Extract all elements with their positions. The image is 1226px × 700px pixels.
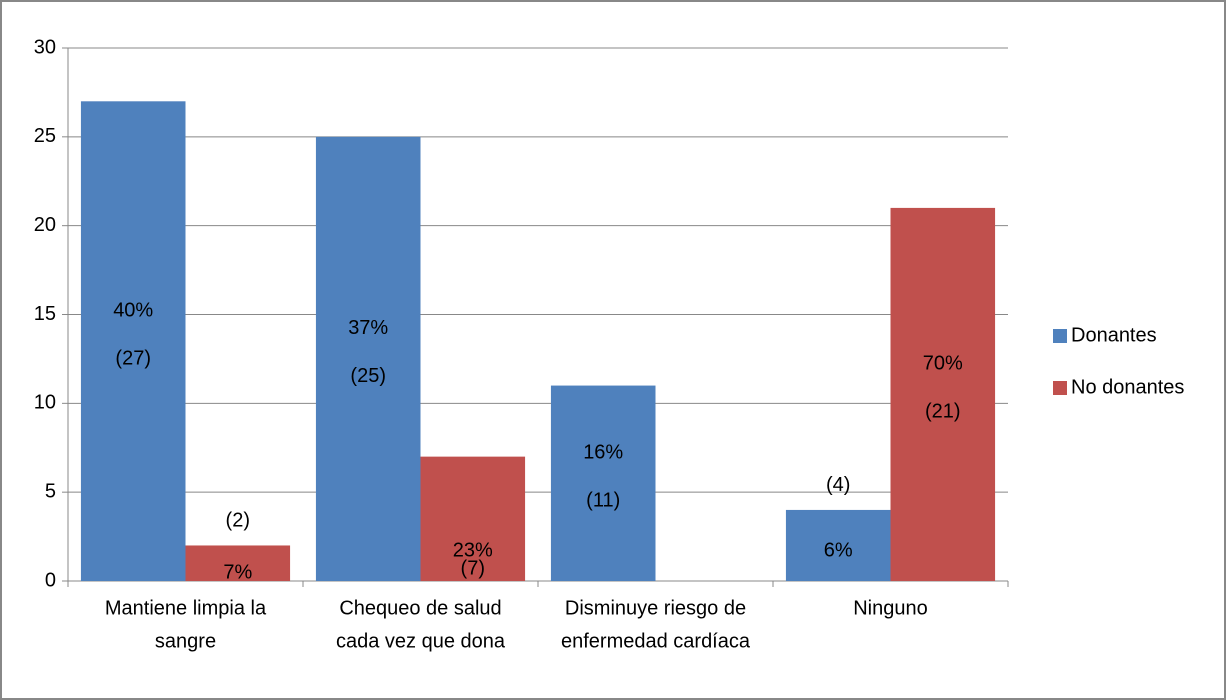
y-tick-label: 15 — [34, 303, 56, 325]
data-label-value: (4) — [826, 474, 850, 496]
bar — [80, 101, 186, 582]
bar — [890, 207, 996, 581]
data-label-percent: 6% — [824, 539, 853, 561]
legend-swatch — [1053, 381, 1067, 395]
legend-label: Donantes — [1071, 324, 1157, 346]
legend-swatch — [1053, 329, 1067, 343]
y-tick-label: 30 — [34, 36, 56, 58]
data-label-value: (7) — [461, 557, 485, 579]
data-label-percent: 7% — [223, 561, 252, 583]
y-tick-label: 5 — [45, 480, 56, 502]
bar — [420, 456, 526, 581]
y-tick-label: 20 — [34, 214, 56, 236]
x-tick-label: sangre — [155, 630, 216, 652]
legend-label: No donantes — [1071, 376, 1184, 398]
data-label-percent: 40% — [113, 299, 153, 321]
data-label-percent: 16% — [583, 442, 623, 464]
data-label-percent: 37% — [348, 317, 388, 339]
data-label-percent: 70% — [923, 353, 963, 375]
bar — [550, 385, 656, 581]
data-label-value: (25) — [350, 365, 386, 387]
x-tick-label: enfermedad cardíaca — [561, 630, 751, 652]
y-tick-label: 10 — [34, 392, 56, 414]
data-label-value: (2) — [226, 510, 250, 532]
x-tick-label: cada vez que dona — [336, 630, 506, 652]
x-tick-label: Ninguno — [853, 597, 928, 619]
bar — [315, 136, 421, 582]
data-label-value: (27) — [115, 347, 151, 369]
bar — [185, 545, 291, 581]
data-label-value: (21) — [925, 401, 961, 423]
bar — [785, 509, 891, 581]
x-tick-label: Mantiene limpia la — [105, 597, 267, 619]
data-label-percent: 23% — [453, 539, 493, 561]
data-label-value: (11) — [586, 490, 620, 512]
x-tick-label: Disminuye riesgo de — [565, 597, 746, 619]
x-tick-label: Chequeo de salud — [339, 597, 501, 619]
y-tick-label: 0 — [45, 569, 56, 591]
y-tick-label: 25 — [34, 125, 56, 147]
